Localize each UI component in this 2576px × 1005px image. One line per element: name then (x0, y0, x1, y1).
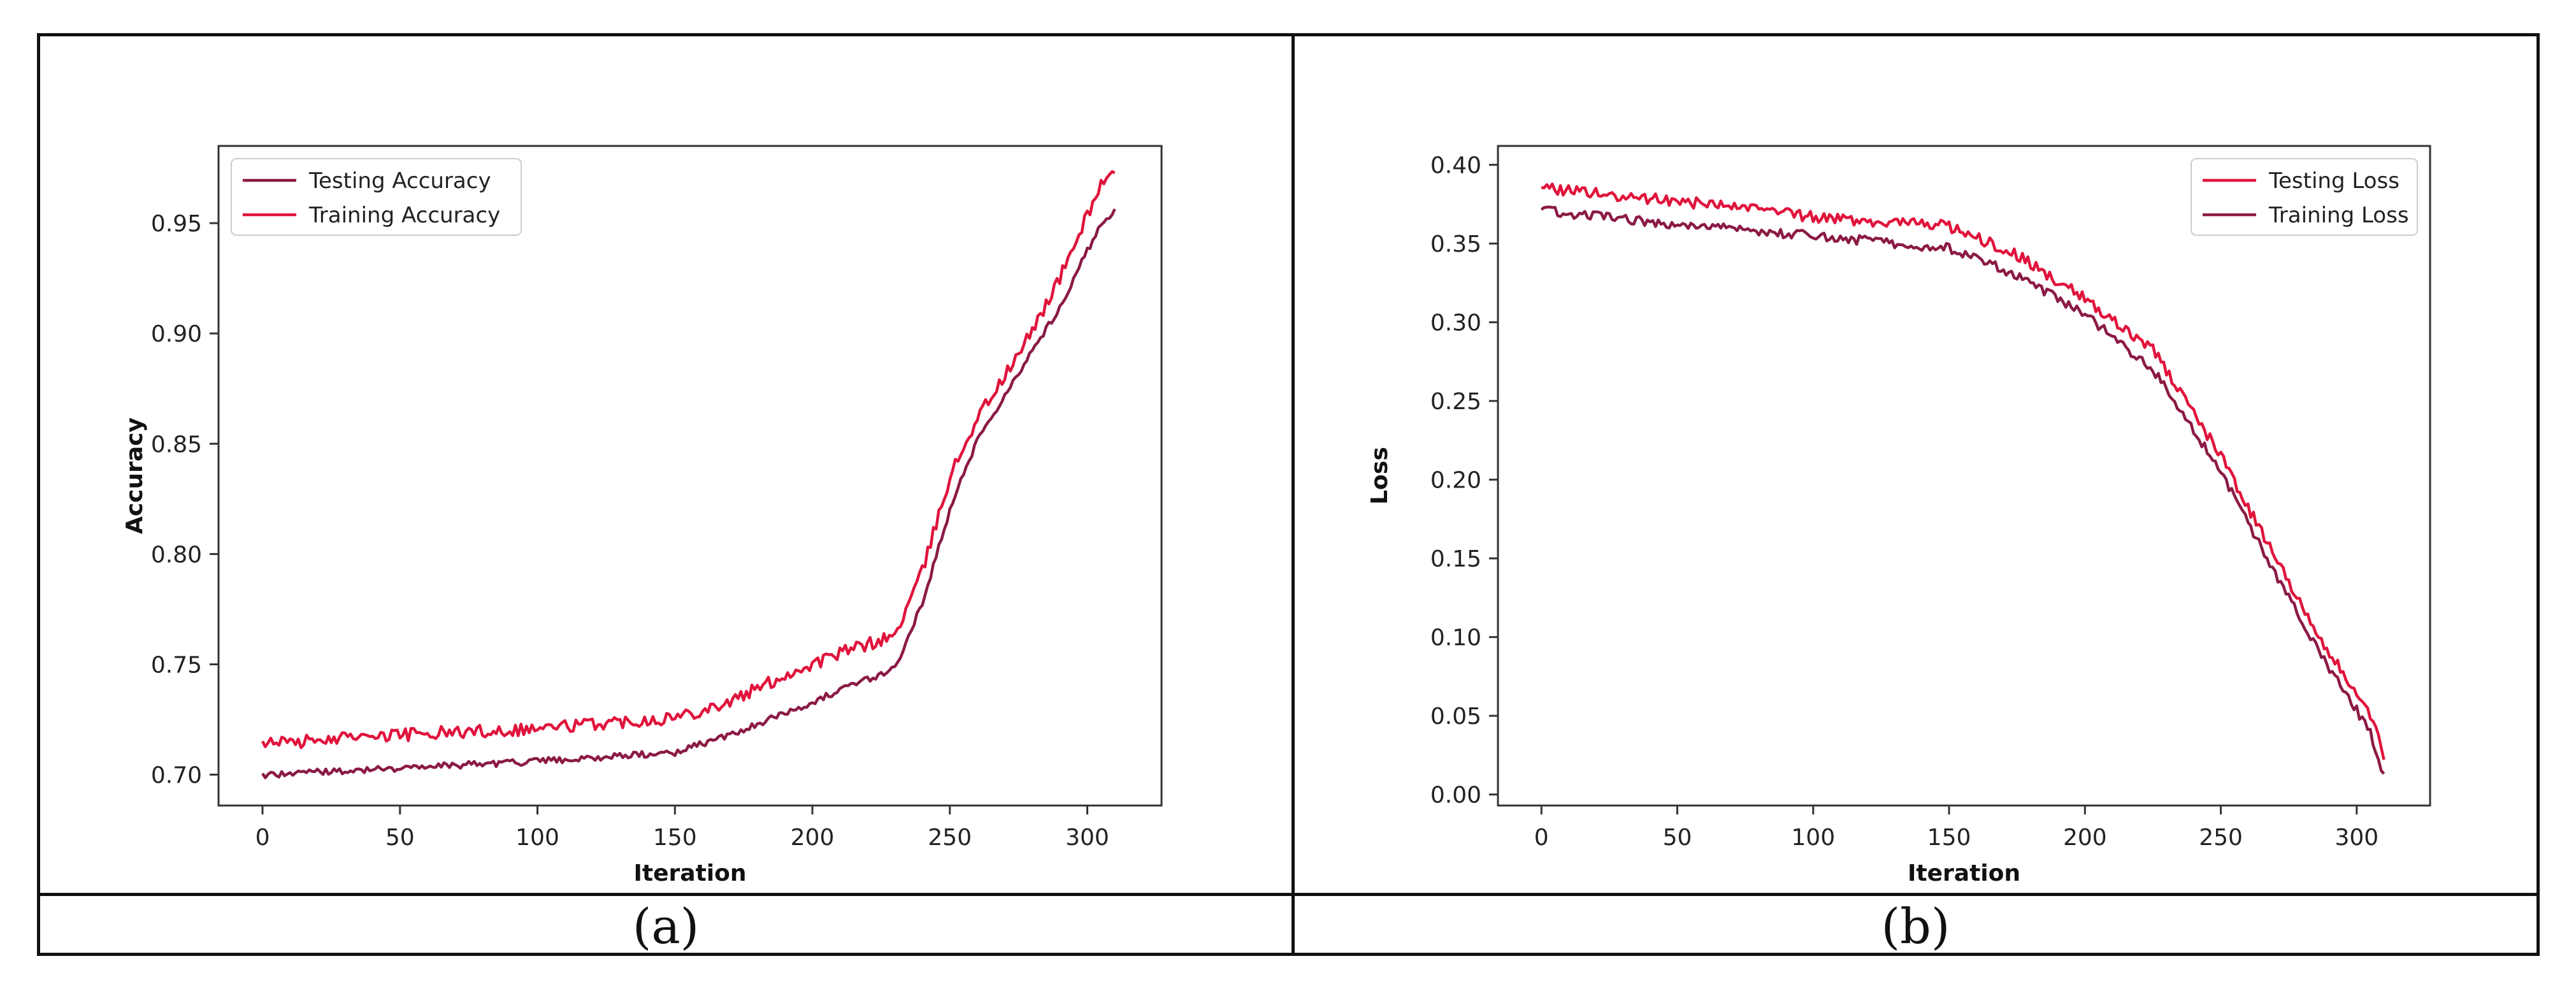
x-axis-label: Iteration (1908, 860, 2020, 886)
series-line-testing-loss (1541, 182, 2385, 760)
accuracy-chart-cell: 0 50 100 150 200 250 300 0.70 0.75 0.80 0.85 0.90 0.… (40, 36, 1292, 893)
x-tick-label: 300 (1065, 825, 1109, 851)
x-tick-label: 100 (515, 825, 559, 851)
legend-box (231, 158, 522, 236)
x-tick-label: 0 (1534, 825, 1549, 851)
series-line-testing-accuracy (261, 208, 1116, 779)
y-tick-label: 0.30 (1430, 310, 1481, 336)
y-tick-label: 0.00 (1430, 783, 1481, 809)
y-tick-label: 0.25 (1430, 389, 1481, 415)
y-tick-label: 0.95 (151, 211, 202, 237)
y-axis-label: Accuracy (122, 417, 148, 534)
y-tick-label: 0.10 (1430, 625, 1481, 651)
x-tick-label: 0 (255, 825, 270, 851)
x-tick-label: 200 (2063, 825, 2107, 851)
series-line-training-accuracy (261, 170, 1116, 749)
y-tick-label: 0.85 (151, 431, 202, 458)
series-line-training-loss (1540, 205, 2385, 775)
caption-a: (a) (632, 897, 700, 955)
table-divider-horizontal (40, 893, 2536, 896)
x-axis-label: Iteration (634, 860, 747, 886)
x-tick-label: 250 (928, 825, 972, 851)
x-tick-label: 150 (1927, 825, 1971, 851)
x-tick-label: 300 (2335, 825, 2378, 851)
plot-frame (1497, 145, 2431, 807)
legend-label: Testing Loss (2268, 168, 2400, 194)
y-tick-label: 0.35 (1430, 231, 1481, 257)
y-tick-label: 0.20 (1430, 468, 1481, 494)
table-divider-vertical (1292, 36, 1295, 953)
loss-chart: 0 50 100 150 200 250 300 0.00 0.05 0.10 0.15 0.20 0.… (1367, 145, 2431, 886)
y-axis-label: Loss (1367, 447, 1393, 505)
y-tick-label: 0.05 (1430, 704, 1481, 730)
y-tick-label: 0.80 (151, 542, 202, 568)
y-tick-label: 0.15 (1430, 546, 1481, 572)
legend-label: Testing Accuracy (308, 168, 491, 194)
y-tick-label: 0.70 (151, 763, 202, 789)
caption-b: (b) (1881, 897, 1950, 955)
x-tick-label: 250 (2199, 825, 2243, 851)
y-tick-label: 0.75 (151, 652, 202, 678)
x-tick-label: 150 (653, 825, 697, 851)
legend-label: Training Accuracy (308, 203, 500, 228)
plot-frame (217, 145, 1163, 807)
y-tick-label: 0.90 (151, 321, 202, 347)
x-tick-label: 50 (385, 825, 415, 851)
legend-label: Training Loss (2268, 203, 2409, 228)
loss-chart-cell: 0 50 100 150 200 250 300 0.00 0.05 0.10 0.15 0.20 0.… (1295, 36, 2536, 893)
y-tick-label: 0.40 (1430, 153, 1481, 179)
x-tick-label: 200 (791, 825, 835, 851)
x-tick-label: 50 (1663, 825, 1692, 851)
accuracy-chart: 0 50 100 150 200 250 300 0.70 0.75 0.80 0.85 0.90 0.… (122, 145, 1163, 886)
x-tick-label: 100 (1791, 825, 1835, 851)
figure-table: 0 50 100 150 200 250 300 0.70 0.75 0.80 0.85 0.90 0.… (37, 33, 2540, 956)
